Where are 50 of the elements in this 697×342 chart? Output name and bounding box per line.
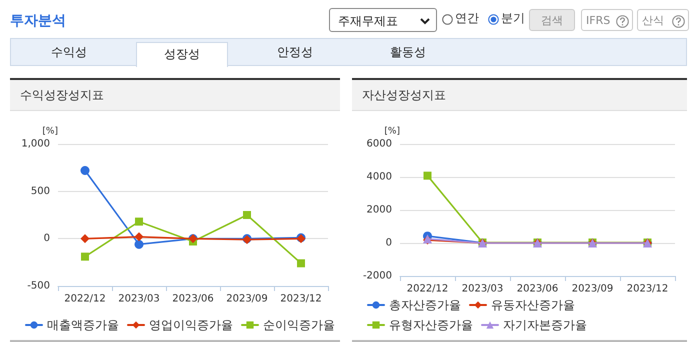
y-tick-label: 0 [386,238,392,248]
y-axis-title: [%] [384,126,400,136]
text: 산식 [637,9,689,31]
x-tick-label: 2023/09 [572,284,614,294]
point [297,259,305,268]
legend-label: 영업이익증가율 [149,318,233,332]
y-tick-label: -500 [27,280,50,292]
point [134,240,144,249]
x-tick-label: 2022/12 [64,294,106,304]
text: 분기 [501,10,525,27]
legend-label: 순이익증가율 [263,318,335,332]
x-tick-label: 2022/12 [406,284,448,294]
x-tick-label: 2023/06 [172,294,214,304]
x-tick-label: 2023/03 [118,294,160,304]
point [243,211,251,219]
chart-title: 자산성장성지표 [352,80,687,111]
x-tick-label: 2023/12 [626,284,668,294]
text: 성장성 [136,42,228,67]
text: 연간 [455,10,479,27]
point [81,252,89,261]
legend-label: 유동자산증가율 [491,298,575,312]
point [134,232,144,242]
text: 안정성 [276,44,314,61]
y-tick-label: 0 [44,233,50,244]
text: 검색 [529,9,575,31]
y-tick-label: -2000 [362,270,392,282]
text: 수익성 [50,44,88,61]
text: 투자분석 [10,12,66,30]
point [80,166,90,176]
y-tick-label: 4000 [366,172,392,182]
x-tick-label: 2023/09 [226,294,268,304]
point [80,234,90,244]
text: 주재무제표 [329,8,437,32]
chart-title: 수익성장성지표 [10,80,340,111]
legend-label: 자기자본증가율 [503,318,587,332]
legend-label: 매출액증가율 [47,318,119,332]
text: IFRS [581,9,633,31]
x-tick-label: 2023/06 [516,284,558,294]
legend-label: 총자산증가율 [389,298,461,312]
y-tick-label: 6000 [366,138,392,150]
x-tick-label: 2023/03 [462,284,504,294]
x-tick-label: 2023/12 [280,294,322,304]
y-tick-label: 500 [30,186,50,197]
y-axis-title: [%] [42,126,58,136]
y-tick-label: 1,000 [21,138,50,150]
y-tick-label: 2000 [366,204,392,216]
legend-label: 유형자산증가율 [389,318,473,332]
point [135,218,143,226]
text: 활동성 [389,44,427,61]
point [424,172,432,180]
